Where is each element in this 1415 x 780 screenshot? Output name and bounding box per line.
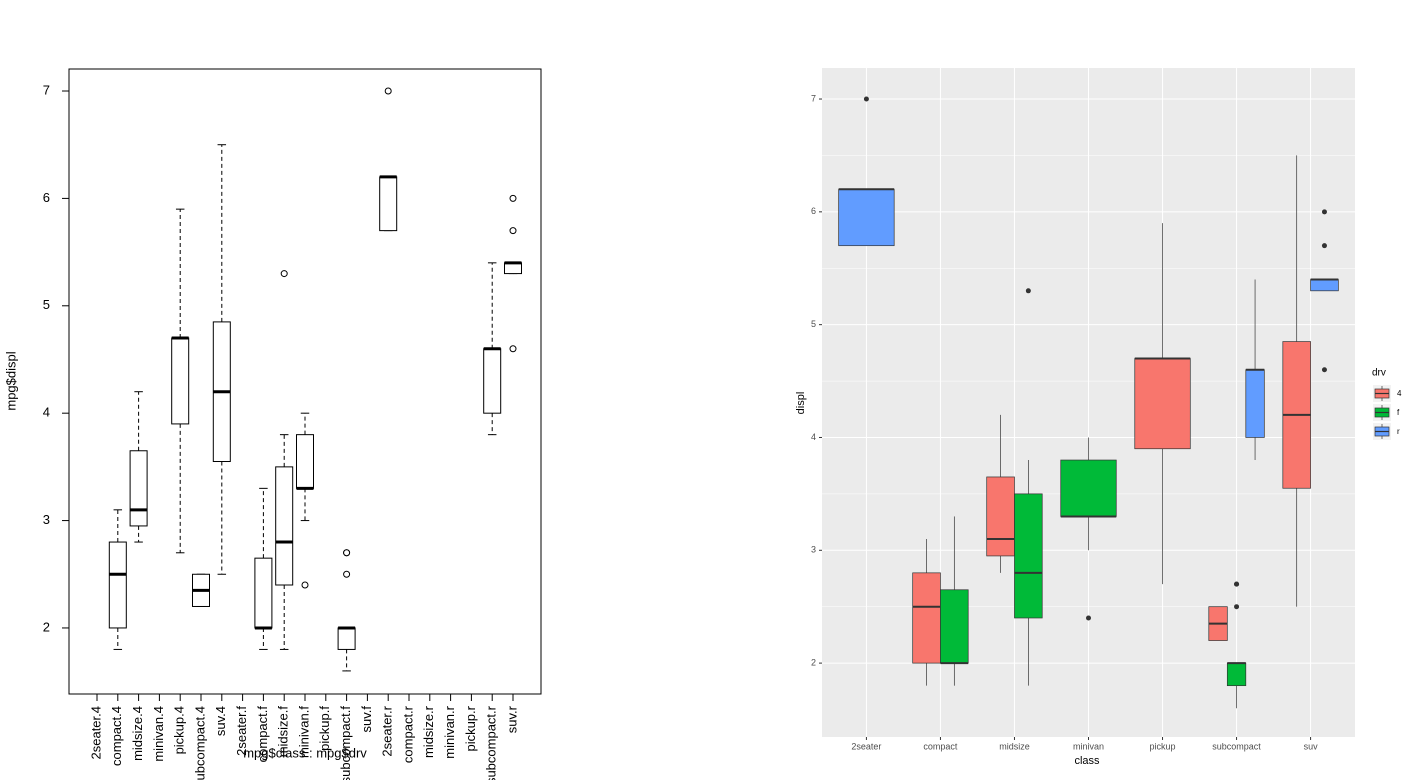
y-tick-label: 2 [43, 619, 50, 634]
x-tick-label: pickup.f [317, 706, 332, 751]
legend-label: f [1397, 408, 1400, 417]
y-tick-label: 7 [811, 93, 816, 103]
box [1245, 369, 1265, 438]
x-axis-label: mpg$class : mpg$drv [243, 745, 367, 760]
plot-frame [68, 68, 542, 695]
box [838, 188, 895, 247]
x-tick-label: suv.4 [213, 706, 228, 736]
outlier [1234, 581, 1240, 587]
x-tick-label: compact [923, 741, 958, 751]
box [379, 176, 398, 232]
x-tick-label: suv [1304, 741, 1319, 751]
x-tick-label: suv.r [504, 705, 519, 733]
box [912, 572, 941, 664]
outlier [1234, 604, 1240, 610]
y-tick-label: 3 [43, 512, 50, 527]
x-tick-label: midsize.4 [130, 706, 145, 761]
x-tick-label: minivan.4 [151, 706, 166, 762]
ggplot-chart: 2 3 4 5 6 7 2seater compact midsize minivan pickup… [811, 68, 1402, 751]
outlier [1025, 288, 1031, 294]
x-tick-label: minivan.f [296, 706, 311, 758]
box [171, 337, 190, 425]
x-tick-label: midsize.f [276, 706, 291, 758]
x-tick-label: midsize.r [421, 705, 436, 758]
box [254, 557, 273, 629]
x-tick-label: pickup.4 [172, 706, 187, 754]
y-tick-label: 2 [811, 657, 816, 667]
x-tick-label: compact.r [400, 705, 415, 763]
legend-label: r [1397, 427, 1400, 436]
outlier [509, 194, 517, 202]
x-axis-label: class [1074, 755, 1100, 767]
x-tick-label: 2seater.r [380, 705, 395, 756]
box [108, 541, 127, 629]
box [1310, 279, 1339, 292]
outlier [1086, 615, 1091, 621]
outlier [384, 87, 392, 95]
x-tick-label: 2seater.4 [88, 706, 103, 760]
outlier [509, 345, 517, 353]
outlier [1321, 209, 1327, 215]
box [504, 262, 522, 275]
box [1134, 358, 1191, 450]
x-tick-label: minivan [1073, 741, 1104, 751]
x-tick-label: pickup.r [463, 705, 478, 751]
outlier [280, 270, 288, 278]
y-tick-label: 7 [43, 82, 50, 97]
x-tick-label: compact.f [255, 706, 270, 763]
legend-title: drv [1372, 368, 1386, 379]
x-tick-label: midsize [999, 741, 1030, 751]
box [129, 450, 148, 527]
box [940, 589, 969, 664]
y-tick-label: 5 [811, 319, 816, 329]
y-axis-label: mpg$displ [3, 351, 18, 410]
y-tick-label: 4 [811, 432, 816, 442]
base-chart: 2 3 4 5 6 7 2seater.4 compact.4 midsize.4 minivan… [43, 82, 522, 780]
box [275, 466, 294, 586]
x-tick-label: subcompact.4 [192, 706, 207, 780]
outlier [509, 227, 517, 235]
x-tick-label: pickup [1150, 741, 1176, 751]
outlier [343, 549, 351, 557]
x-tick-label: subcompact.f [338, 706, 353, 780]
box [337, 627, 356, 650]
outlier [1321, 367, 1327, 373]
box [1014, 493, 1043, 619]
x-tick-label: compact.4 [109, 706, 124, 766]
y-tick-label: 6 [43, 190, 50, 205]
box [986, 476, 1015, 557]
outlier [343, 570, 351, 578]
box [1060, 459, 1117, 517]
outlier [863, 96, 869, 102]
x-tick-label: 2seater [851, 741, 881, 751]
y-tick-label: 3 [811, 545, 816, 555]
y-tick-label: 4 [43, 405, 50, 420]
box [296, 434, 314, 489]
outlier [1321, 243, 1327, 249]
x-tick-label: suv.f [359, 706, 374, 733]
y-tick-label: 6 [811, 206, 816, 216]
outlier [301, 581, 309, 589]
y-tick-label: 5 [43, 297, 50, 312]
legend-label: 4 [1397, 389, 1402, 398]
x-tick-label: subcompact.r [484, 705, 499, 780]
y-axis-label: displ [795, 392, 807, 415]
x-tick-label: minivan.r [442, 705, 457, 758]
x-tick-label: 2seater.f [234, 706, 249, 756]
box [483, 348, 502, 414]
x-tick-label: subcompact [1212, 741, 1261, 751]
box [1226, 662, 1247, 687]
